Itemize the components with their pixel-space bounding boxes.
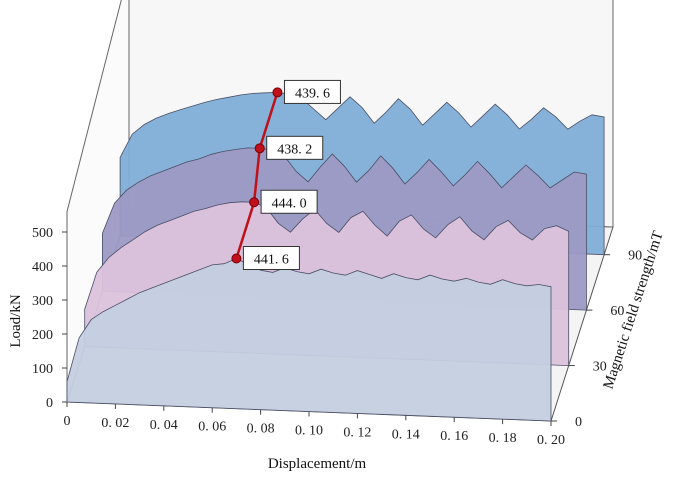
z-tick-label: 60 — [610, 304, 624, 319]
series-area-0 — [66, 258, 552, 422]
y-tick-label: 100 — [32, 362, 53, 377]
x-tick-label: 0. 10 — [295, 424, 323, 439]
x-tick-label: 0. 20 — [537, 433, 565, 448]
z-tick-label: 30 — [593, 360, 607, 375]
y-tick-label: 0 — [46, 396, 53, 411]
x-tick-label: 0. 14 — [392, 427, 420, 442]
x-tick-label: 0. 12 — [343, 425, 371, 440]
x-tick-label: 0. 18 — [489, 431, 517, 446]
x-axis-label: Displacement/m — [268, 456, 367, 472]
value-callout-label: 441. 6 — [254, 253, 289, 268]
x-tick-label: 0 — [64, 414, 71, 429]
y-tick-label: 200 — [32, 328, 53, 343]
value-callout-box — [260, 189, 318, 214]
x-tick-label: 0. 16 — [440, 429, 468, 444]
value-marker — [249, 197, 260, 208]
series-areas — [66, 91, 605, 422]
y-axis-label: Load/kN — [8, 294, 24, 347]
x-tick-label: 0. 08 — [247, 422, 275, 437]
value-callout-label: 444. 0 — [272, 196, 307, 211]
x-tick-label: 0. 02 — [101, 416, 129, 431]
z-tick-label: 0 — [575, 415, 582, 430]
marker-connector-line — [235, 92, 279, 259]
value-callout-label: 439. 6 — [295, 86, 330, 101]
x-tick-label: 0. 04 — [150, 418, 178, 433]
tick-labels: 0 0. 02 0. 04 0. 06 0. 08 0. 10 0. 12 0. 14 0. 1… — [32, 226, 642, 448]
y-tick-label: 400 — [32, 260, 53, 275]
value-marker — [254, 143, 265, 154]
x-tick-label: 0. 06 — [198, 420, 226, 435]
value-callout-box — [266, 135, 324, 160]
value-callout-box — [242, 246, 300, 271]
value-marker — [231, 253, 242, 264]
z-tick-label: 90 — [628, 249, 642, 264]
y-tick-label: 500 — [32, 226, 53, 241]
value-marker — [272, 87, 283, 98]
y-tick-label: 300 — [32, 294, 53, 309]
value-callouts: 439. 6 438. 2 444. 0 441. 6 — [231, 79, 341, 271]
value-callout-box — [283, 79, 341, 104]
value-callout-label: 438. 2 — [277, 142, 312, 157]
